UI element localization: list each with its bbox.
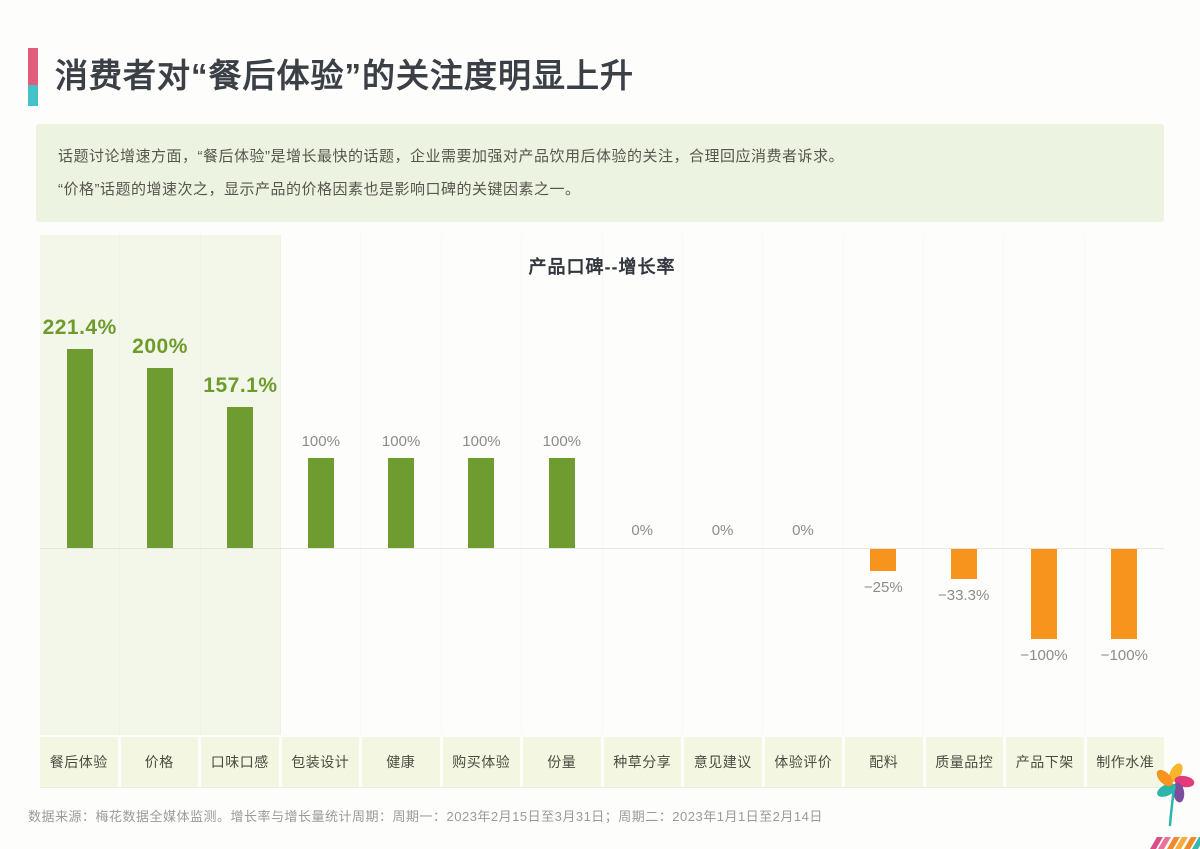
category-label: 包装设计 xyxy=(281,737,359,787)
bar-negative xyxy=(1111,549,1138,639)
bar-positive xyxy=(307,458,334,548)
bar-negative xyxy=(1030,549,1057,639)
category-label: 意见建议 xyxy=(684,737,762,787)
chart-column: −33.3% xyxy=(922,235,1003,735)
chart-column: 100% xyxy=(360,235,440,735)
bar-value-label: 0% xyxy=(631,522,654,539)
bar-value-label: 200% xyxy=(132,335,188,359)
pinwheel-petal xyxy=(1172,782,1185,803)
category-label: 配料 xyxy=(845,737,923,787)
chart-plot-area: 221.4% 200% 157.1% 100% 100% 100% 100% 0% 0% 0% −2… xyxy=(40,235,1164,735)
bar-positive xyxy=(468,458,495,548)
bar-value-label: 0% xyxy=(711,522,734,539)
chart-column: −100% xyxy=(1003,235,1083,735)
bar-positive xyxy=(147,368,174,548)
chart-column: −100% xyxy=(1083,235,1164,735)
category-label: 健康 xyxy=(362,737,440,787)
chart-column: 0% xyxy=(762,235,842,735)
category-label: 体验评价 xyxy=(764,737,842,787)
bar-value-label: −100% xyxy=(1020,646,1068,664)
title-accent-bottom xyxy=(28,85,38,106)
chart-column: 0% xyxy=(681,235,762,735)
category-label: 质量品控 xyxy=(925,737,1003,787)
bar-negative xyxy=(870,549,897,572)
bar-negative xyxy=(950,549,977,579)
summary-box: 话题讨论增速方面，“餐后体验”是增长最快的话题，企业需要加强对产品饮用后体验的关… xyxy=(36,124,1164,222)
bar-positive xyxy=(388,458,415,548)
chart-column: 0% xyxy=(601,235,682,735)
corner-stripes xyxy=(1147,837,1200,849)
data-source-note: 数据来源：梅花数据全媒体监测。增长率与增长量统计周期：周期一：2023年2月15… xyxy=(28,809,823,824)
chart-column: −25% xyxy=(842,235,923,735)
pinwheel-stem xyxy=(1168,783,1176,827)
bar-value-label: 157.1% xyxy=(203,373,278,397)
category-axis: 餐后体验 价格 口味口感 包装设计 健康 购买体验 份量 种草分享 意见建议 体验评价 配料 质量品控… xyxy=(40,737,1164,788)
bar-value-label: 221.4% xyxy=(42,315,117,339)
title-accent-bar xyxy=(28,48,38,106)
bar-value-label: 100% xyxy=(301,433,340,451)
chart-column: 157.1% xyxy=(199,235,280,735)
bar-value-label: 0% xyxy=(792,522,814,539)
category-label: 制作水准 xyxy=(1086,737,1164,787)
category-label: 份量 xyxy=(523,737,601,787)
chart-title: 产品口碑--增长率 xyxy=(528,257,676,277)
bar-value-label: −100% xyxy=(1100,646,1148,664)
zero-axis-line xyxy=(40,548,1164,549)
chart-column: 100% xyxy=(521,235,601,735)
summary-line-1: 话题讨论增速方面，“餐后体验”是增长最快的话题，企业需要加强对产品饮用后体验的关… xyxy=(58,148,844,165)
pinwheel-petal xyxy=(1156,769,1173,787)
category-label: 口味口感 xyxy=(201,737,279,787)
category-label: 产品下架 xyxy=(1006,737,1084,787)
bar-value-label: 100% xyxy=(462,433,501,451)
bar-value-label: −33.3% xyxy=(937,586,990,604)
category-label: 购买体验 xyxy=(442,737,520,787)
pinwheel-petal xyxy=(1157,783,1176,797)
bar-value-label: 100% xyxy=(381,433,421,451)
chart-column: 221.4% xyxy=(40,235,119,735)
growth-rate-chart: 产品口碑--增长率 221.4% 200% 157.1% 100% 100% 100% 10… xyxy=(40,235,1164,788)
chart-column: 100% xyxy=(440,235,521,735)
bar-value-label: 100% xyxy=(542,433,582,451)
bar-positive xyxy=(66,348,93,548)
chart-column: 200% xyxy=(119,235,199,735)
bar-positive xyxy=(227,406,254,548)
bar-value-label: −25% xyxy=(863,579,903,597)
page-title: 消费者对“餐后体验”的关注度明显上升 xyxy=(55,57,634,94)
category-label: 价格 xyxy=(120,737,198,787)
category-label: 种草分享 xyxy=(603,737,681,787)
pinwheel-logo xyxy=(1114,759,1200,849)
category-label: 餐后体验 xyxy=(40,737,118,787)
title-accent-top xyxy=(28,48,38,86)
bar-positive xyxy=(548,458,575,548)
page-header: 消费者对“餐后体验”的关注度明显上升 xyxy=(28,46,634,106)
chart-column: 100% xyxy=(280,235,360,735)
summary-line-2: “价格”话题的增速次之，显示产品的价格因素也是影响口碑的关键因素之一。 xyxy=(58,181,581,198)
pinwheel-icon xyxy=(1156,763,1195,827)
